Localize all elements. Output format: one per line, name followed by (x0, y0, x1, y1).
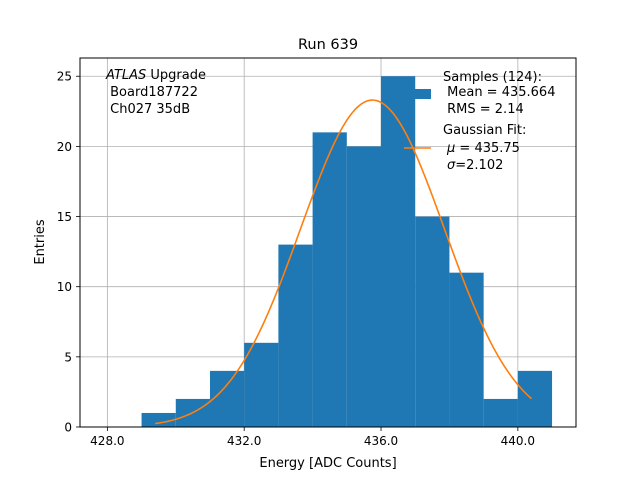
y-tick-label-5: 25 (57, 70, 72, 84)
y-tick-label-1: 5 (64, 350, 72, 364)
x-tick-label-2: 436.0 (364, 434, 398, 448)
y-axis-label: Entries (33, 219, 48, 265)
y-tick-label-4: 20 (57, 140, 72, 154)
legend-fit-mu: μ = 435.75 (446, 141, 520, 156)
histogram-bar-0 (141, 412, 176, 427)
x-tick-label-1: 432.0 (227, 434, 261, 448)
histogram-bar-6 (346, 146, 382, 427)
y-tick-label-2: 10 (57, 280, 72, 294)
legend-mu-symbol: μ (446, 141, 455, 156)
histogram-bar-3 (244, 342, 279, 427)
legend-samples-swatch (404, 89, 431, 99)
x-tick-label-0: 428.0 (90, 434, 124, 448)
plot-frame (79, 57, 577, 428)
histogram-bar-5 (312, 132, 347, 428)
legend: Samples (124): Mean = 435.664 RMS = 2.14… (404, 70, 555, 173)
legend-fit-title: Gaussian Fit: (443, 123, 526, 138)
histogram-bar-10 (483, 398, 518, 427)
histogram-bar-11 (517, 370, 553, 427)
legend-samples-mean: Mean = 435.664 (443, 85, 555, 100)
histogram-bar-2 (209, 370, 245, 427)
legend-sigma-value: =2.102 (455, 158, 503, 173)
atlas-annotation-board: Board187722 (106, 85, 198, 100)
legend-samples-title: Samples (124): (443, 70, 542, 85)
legend-mu-value: = 435.75 (455, 141, 520, 156)
histogram-bar-9 (449, 272, 484, 427)
histogram-bars (141, 76, 553, 428)
gaussian-fit-curve (155, 99, 533, 425)
atlas-annotation-line1: ATLAS Upgrade (105, 68, 206, 83)
legend-sigma-symbol: σ (447, 158, 456, 173)
legend-samples-rms: RMS = 2.14 (443, 102, 524, 117)
x-tick-label-3: 440.0 (501, 434, 535, 448)
atlas-annotation-italic: ATLAS (105, 68, 146, 83)
x-axis-label: Energy [ADC Counts] (259, 456, 396, 471)
chart-title: Run 639 (298, 37, 358, 53)
histogram-bar-4 (278, 244, 313, 427)
y-tick-label-3: 15 (57, 210, 72, 224)
histogram-bar-8 (415, 216, 450, 427)
histogram-bar-7 (381, 76, 416, 428)
y-axis-ticks: 0 5 10 15 20 25 (57, 70, 80, 435)
legend-fit-sigma: σ=2.102 (447, 158, 503, 173)
y-tick-label-0: 0 (64, 421, 72, 435)
x-axis-ticks: 428.0 432.0 436.0 440.0 (90, 427, 535, 448)
atlas-annotation-rest: Upgrade (146, 68, 206, 83)
atlas-annotation-channel: Ch027 35dB (106, 102, 190, 117)
